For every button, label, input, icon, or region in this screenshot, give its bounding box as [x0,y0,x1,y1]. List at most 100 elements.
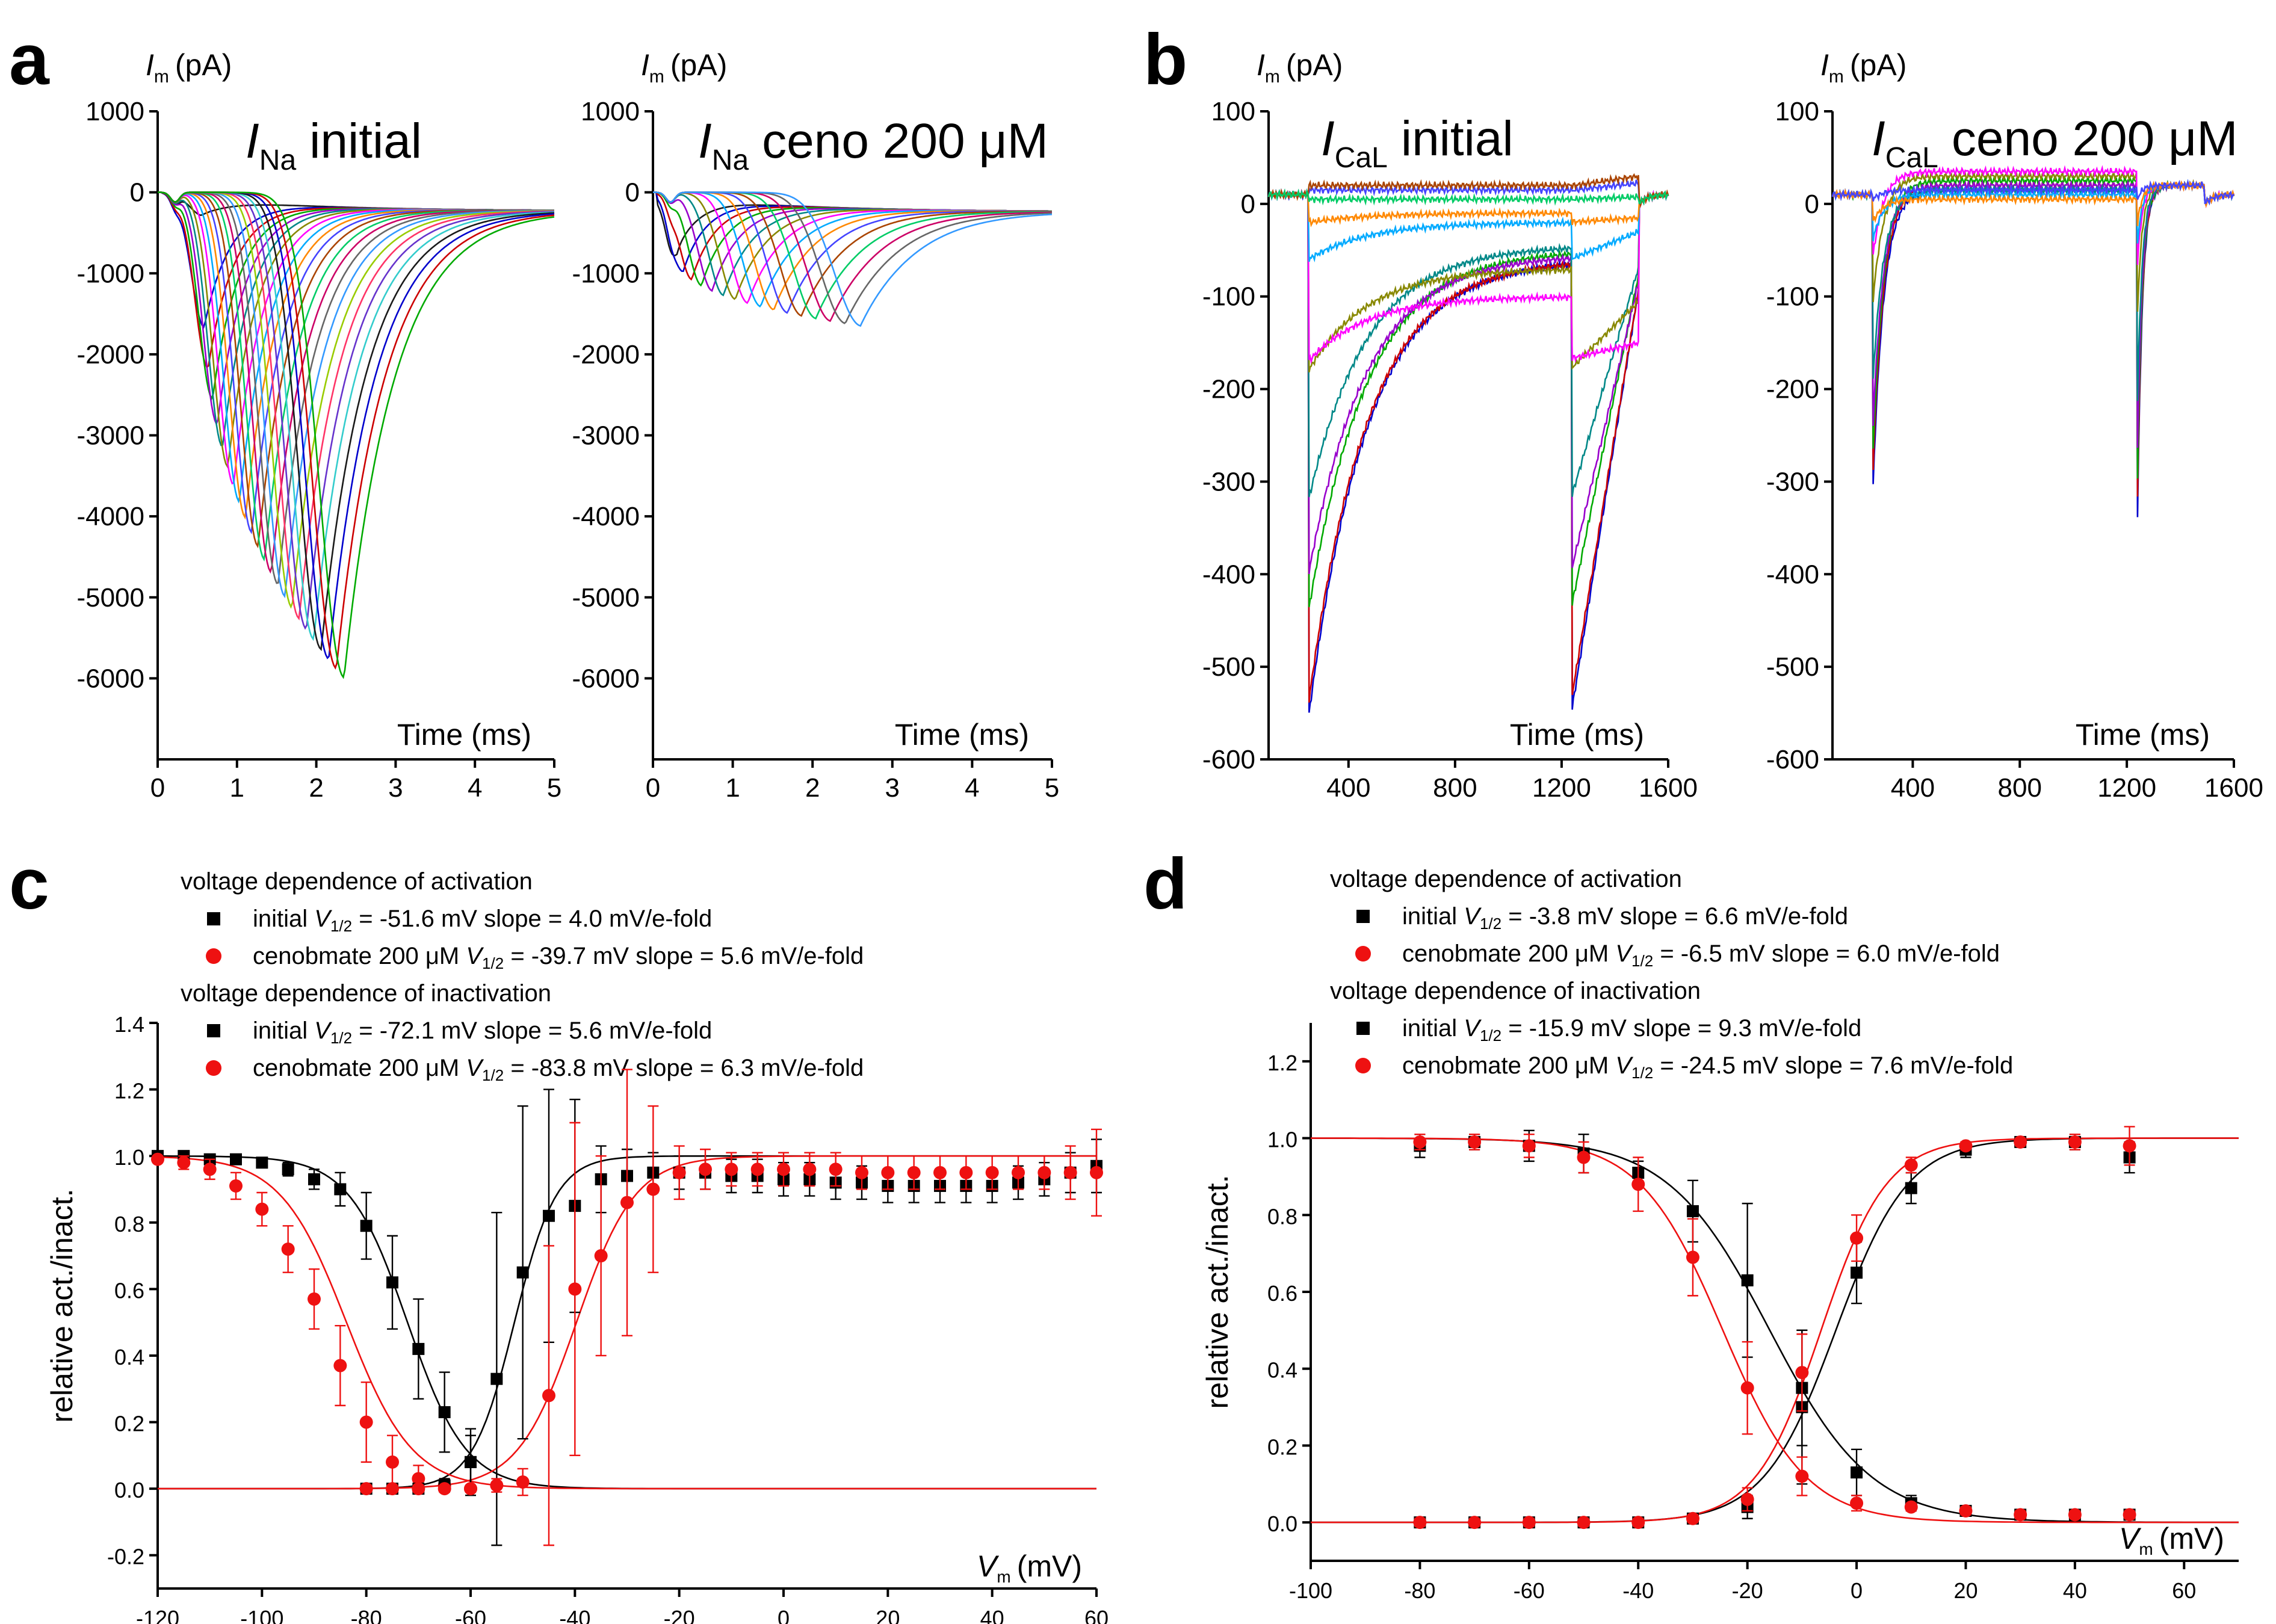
x-axis-label: Time (ms) [1510,718,1644,752]
current-trace [158,191,554,599]
y-tick-label: 1.2 [1267,1051,1297,1075]
y-axis-label: relative act./inact. [1201,1175,1234,1409]
legend-v: V [1464,1015,1482,1042]
title-symbol: I [1321,111,1335,166]
current-trace [1831,179,2235,497]
data-point-square [1686,1205,1699,1217]
current-trace [1268,188,1669,498]
data-point-square [516,1266,529,1279]
x-tick-label: 1 [725,773,740,803]
current-trace [1832,180,2235,226]
data-point-circle [1795,1469,1809,1483]
y-tick-label: -200 [1202,375,1255,404]
data-point-circle [855,1166,868,1179]
y-tick-label: 0 [625,178,640,208]
y-tick-label: -5000 [76,583,144,613]
legend-marker-square [207,1024,220,1037]
y-tick-label: 1.0 [114,1145,144,1170]
x-tick-label: -100 [1289,1578,1332,1603]
x-tick-label: 60 [1084,1606,1109,1624]
x-axis-label: Vm (mV) [2119,1522,2224,1558]
title-rest: ceno 200 μM [762,114,1048,168]
y-tick-label: 1.4 [114,1012,144,1037]
y-tick-label: 0.4 [1267,1358,1297,1383]
current-trace [1268,188,1669,227]
data-point-circle [959,1166,973,1179]
x-tick-label: -80 [1404,1578,1435,1603]
y-tick-label: -100 [1766,282,1819,312]
current-trace [1268,173,1669,208]
data-point-circle [151,1152,164,1166]
x-tick-label: -80 [351,1606,382,1624]
y-tick-label: -2000 [76,340,144,369]
data-point-square [543,1209,555,1222]
legend-label: initial [253,1017,314,1044]
panel-label-c: c [9,844,49,924]
y-label-symbol: I [146,48,154,82]
data-point-circle [594,1249,608,1263]
panel-label-a: a [9,19,50,100]
chart-a1: 1000 0 -1000 -2000 -3000 -4000 -5000 -6000 0 1 2 3 4… [76,48,561,803]
y-tick-label: -3000 [76,421,144,451]
data-point-circle [1686,1511,1699,1525]
y-tick-label: -1000 [572,259,640,288]
x-tick-label: 40 [980,1606,1004,1624]
y-tick-label: -1000 [76,259,144,288]
data-point-circle [646,1182,660,1196]
legend-label: initial [1402,1015,1464,1042]
x-tick-label: 1200 [1532,773,1591,803]
current-trace [1267,188,1669,703]
data-point-circle [2123,1139,2136,1153]
legend-rest: = -51.6 mV slope = 4.0 mV/e-fold [352,906,712,932]
current-trace [1831,179,2234,206]
x-tick-label: -60 [455,1606,486,1624]
x-tick-label: -60 [1514,1578,1545,1603]
panel-label-b: b [1143,19,1187,100]
legend-rest: = -72.1 mV slope = 5.6 mV/e-fold [352,1017,712,1044]
y-tick-label: -400 [1202,560,1255,589]
data-point-circle [1522,1139,1536,1153]
data-point-circle [229,1179,243,1193]
x-tick-label: 1 [230,773,244,803]
x-label-subscript: m [997,1567,1010,1586]
x-tick-label: 1600 [1639,773,1698,803]
data-point-circle [177,1156,191,1170]
data-point-circle [725,1162,738,1176]
x-tick-label: 3 [388,773,403,803]
legend-v: V [1615,940,1633,967]
y-tick-label: -6000 [572,664,640,693]
current-trace [158,191,555,679]
y-axis-label: Im (pA) [146,48,232,87]
panel-label-d: d [1143,844,1187,924]
y-tick-label: -600 [1766,745,1819,774]
chart-title: INa ceno 200 μM [698,114,1048,176]
y-tick-label: -100 [1202,282,1255,312]
fit-inact-initial [1310,1137,2239,1524]
x-tick-label: 4 [468,773,482,803]
legend-header: voltage dependence of inactivation [181,980,551,1007]
legend-marker-circle [206,948,221,964]
current-trace [653,191,1052,256]
x-tick-label: 0 [1851,1578,1863,1603]
legend-rest: = -83.8 mV slope = 6.3 mV/e-fold [504,1055,864,1081]
y-tick-label: 0.6 [1267,1281,1297,1306]
y-label-subscript: m [1265,67,1280,87]
y-tick-label: 100 [1775,97,1819,126]
data-point-circle [308,1292,321,1306]
legend-v: V [466,943,484,969]
y-axis-label: Im (pA) [641,48,727,87]
x-axis-label: Time (ms) [895,718,1029,752]
data-point-square [230,1153,242,1166]
y-tick-label: -400 [1766,560,1819,589]
title-rest: ceno 200 μM [1952,111,2238,166]
x-label-unit: (mV) [2159,1522,2224,1555]
data-point-circle [203,1162,217,1176]
y-axis-label: relative act./inact. [45,1188,79,1422]
legend-label: cenobmate 200 μM [253,1055,466,1081]
y-tick-label: 0.8 [114,1212,144,1237]
chart-title: ICaL initial [1321,111,1514,174]
legend-label: cenobmate 200 μM [1402,1052,1615,1079]
data-point-square [1905,1182,1917,1194]
legend-v: V [1464,903,1482,930]
y-tick-label: 0 [1805,190,1819,219]
